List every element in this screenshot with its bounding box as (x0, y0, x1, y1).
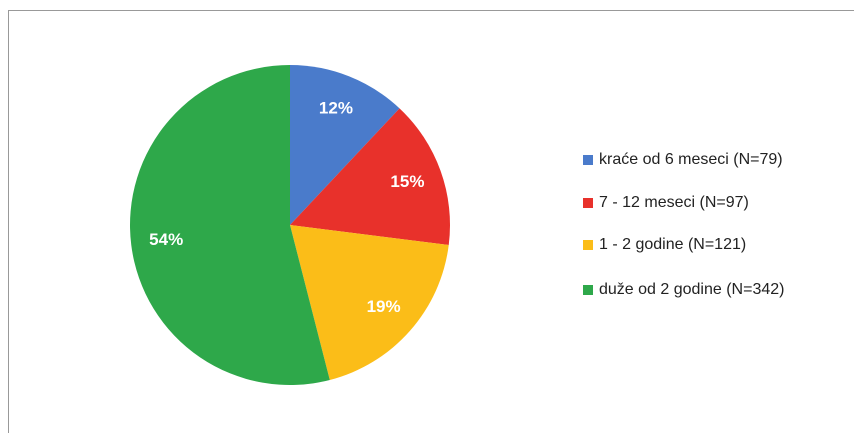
pie-slice (290, 108, 450, 246)
legend-label: 1 - 2 godine (N=121) (599, 236, 746, 253)
legend-swatch (583, 198, 593, 208)
legend-swatch (583, 285, 593, 295)
legend-label: duže od 2 godine (N=342) (599, 281, 784, 298)
legend-swatch (583, 240, 593, 250)
legend-swatch (583, 155, 593, 165)
legend-label: kraće od 6 meseci (N=79) (599, 151, 783, 168)
data-label: 19% (367, 297, 401, 316)
legend-label: 7 - 12 meseci (N=97) (599, 194, 749, 211)
pie-slice (290, 65, 400, 225)
pie-slice (290, 225, 449, 380)
pie-slice (129, 65, 330, 385)
data-label: 12% (319, 98, 353, 117)
data-label: 15% (390, 172, 424, 191)
data-label: 54% (149, 230, 183, 249)
